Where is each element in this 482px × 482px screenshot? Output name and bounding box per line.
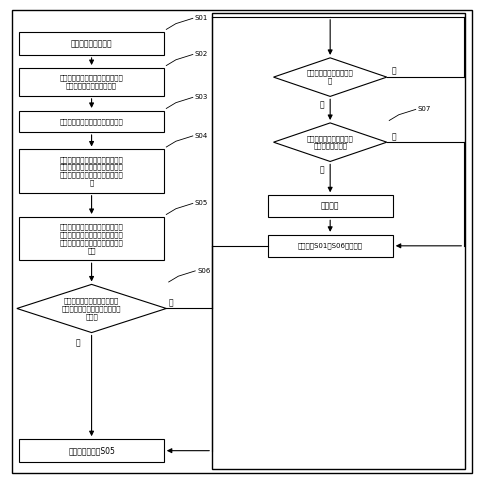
Text: 否: 否 bbox=[169, 298, 174, 307]
Polygon shape bbox=[17, 284, 166, 333]
Text: 选取待移动点，将待移动点移至另
外组别，重新计算移动后两组中每
个节点相对应的的节点族权值和及
和值: 选取待移动点，将待移动点移至另 外组别，重新计算移动后两组中每 个节点相对应的的… bbox=[60, 224, 123, 254]
FancyBboxPatch shape bbox=[268, 235, 393, 257]
Text: S07: S07 bbox=[417, 107, 431, 112]
Polygon shape bbox=[274, 58, 387, 96]
Text: S05: S05 bbox=[195, 201, 208, 206]
Text: 对上述两组节点分别进行权值设置: 对上述两组节点分别进行权值设置 bbox=[60, 118, 123, 125]
Text: S01: S01 bbox=[195, 15, 208, 21]
Text: 判断各个组别中的节点总
数是否小于则界值: 判断各个组别中的节点总 数是否小于则界值 bbox=[307, 135, 353, 149]
Text: 将所有节点随机分成两组，并记录
每一个节点所属的组别序号: 将所有节点随机分成两组，并记录 每一个节点所属的组别序号 bbox=[60, 75, 123, 89]
FancyBboxPatch shape bbox=[212, 13, 465, 469]
Text: 按照步骤S01～S06继续拆分: 按照步骤S01～S06继续拆分 bbox=[298, 242, 362, 249]
Text: 是: 是 bbox=[319, 166, 324, 174]
Text: 则继续重复步骤S05: 则继续重复步骤S05 bbox=[68, 446, 115, 455]
Text: 分别计算两组中每个节点相对应的
的节点族权值种，并将两组中所有
节点的节点族权值和的和定义为和
值: 分别计算两组中每个节点相对应的 的节点族权值种，并将两组中所有 节点的节点族权值… bbox=[60, 156, 123, 186]
Text: 是: 是 bbox=[76, 339, 80, 348]
Text: 获收节点信息并记录: 获收节点信息并记录 bbox=[71, 39, 112, 48]
Text: 是: 是 bbox=[392, 67, 396, 76]
FancyBboxPatch shape bbox=[19, 149, 164, 193]
FancyBboxPatch shape bbox=[19, 32, 164, 55]
Text: S03: S03 bbox=[195, 94, 208, 100]
Text: S02: S02 bbox=[195, 52, 208, 57]
Polygon shape bbox=[274, 123, 387, 161]
Text: 否: 否 bbox=[319, 101, 324, 109]
Text: 拆分完毕: 拆分完毕 bbox=[321, 202, 339, 211]
FancyBboxPatch shape bbox=[19, 111, 164, 132]
FancyBboxPatch shape bbox=[268, 195, 393, 217]
FancyBboxPatch shape bbox=[19, 439, 164, 462]
FancyBboxPatch shape bbox=[19, 217, 164, 260]
Text: 判断移动后两组中每个节点相
对应的的节点族权值和及是否全
为负数: 判断移动后两组中每个节点相 对应的的节点族权值和及是否全 为负数 bbox=[62, 297, 121, 320]
FancyBboxPatch shape bbox=[19, 68, 164, 96]
Text: 判断移动后的和值是否变
小: 判断移动后的和值是否变 小 bbox=[307, 70, 353, 84]
Text: S06: S06 bbox=[197, 268, 211, 274]
FancyBboxPatch shape bbox=[12, 10, 472, 473]
Text: 否: 否 bbox=[392, 132, 396, 141]
Text: S04: S04 bbox=[195, 133, 208, 139]
